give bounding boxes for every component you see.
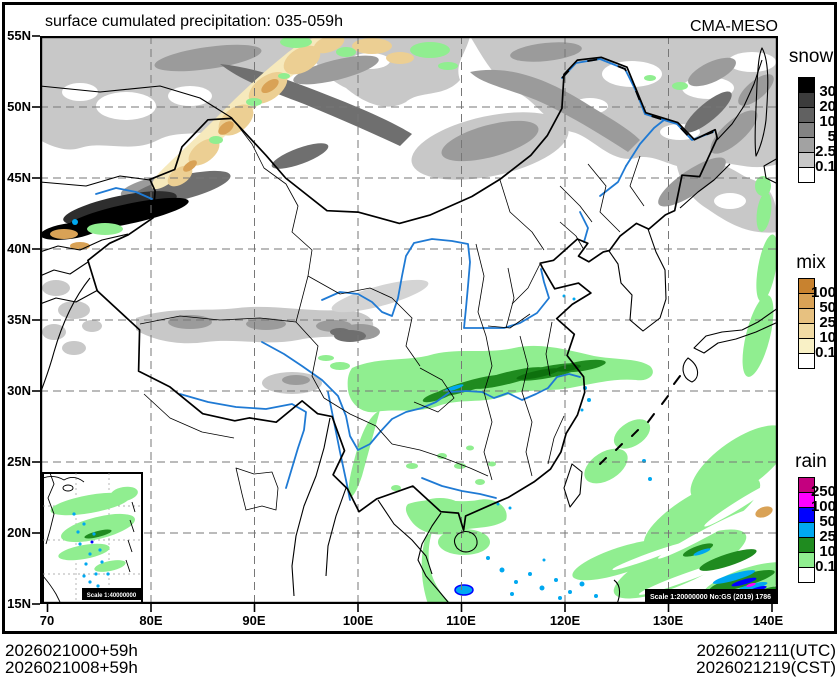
rivers [95, 58, 714, 501]
mix-areas [50, 36, 773, 518]
lat-label-50n: 50N [7, 99, 31, 114]
lat-label-45n: 45N [7, 170, 31, 185]
rain-swatch [799, 478, 814, 493]
rain-swatch [799, 523, 814, 538]
snow-legend-title: snow [788, 46, 834, 67]
lon-label-100e: 100E [342, 613, 374, 628]
lat-label-30n: 30N [7, 383, 31, 398]
mix-swatch [799, 309, 814, 324]
mix-legend-label: 25 [819, 314, 836, 331]
lon-label-70e: 70 [39, 613, 55, 628]
rain-swatch [799, 493, 814, 508]
coastlines [40, 47, 778, 604]
inset-map: Scale 1:40000000 [42, 472, 143, 604]
init-time-utc: 2026021000+59h [5, 641, 138, 660]
lat-label-25n: 25N [7, 454, 31, 469]
precipitation-map: Scale 1:40000000 Scale 1:20000000 No:GS … [40, 36, 778, 604]
lat-label-55n: 55N [7, 28, 31, 43]
mix-legend-label: 50 [819, 299, 836, 316]
snow-legend-label: 5 [827, 128, 836, 145]
scale-box: Scale 1:20000000 No:GS (2019) 1786 [645, 589, 776, 603]
snow-legend-label: 2.5 [815, 143, 836, 160]
rain-swatch [799, 568, 814, 582]
amur-border-dashes [561, 58, 714, 142]
snow-swatch [799, 138, 814, 153]
rain-swatch [799, 553, 814, 568]
province-borders [139, 117, 645, 511]
snow-legend-label: 30 [819, 83, 836, 100]
lon-label-140e: 140E [752, 613, 784, 628]
snow-legend-swatches [798, 77, 815, 183]
mix-swatch [799, 339, 814, 354]
mix-legend-title: mix [796, 252, 826, 273]
mix-legend-label: 10 [819, 329, 836, 346]
rain-legend-label: 250 [810, 483, 836, 500]
rain-swatch [799, 508, 814, 523]
mix-legend-label: 0.1 [815, 344, 836, 361]
mix-legend-label: 100 [810, 284, 836, 301]
lon-label-110e: 110E [446, 613, 476, 628]
mix-swatch [799, 354, 814, 368]
snow-swatch [799, 78, 814, 93]
mix-legend-swatches [798, 278, 815, 369]
map-frame [40, 36, 778, 604]
outer-frame [2, 2, 837, 634]
snow-legend-label: 10 [819, 113, 836, 130]
snow-swatch [799, 123, 814, 138]
lon-label-130e: 130E [652, 613, 684, 628]
snow-swatch [799, 93, 814, 108]
rain-legend-label: 50 [819, 513, 836, 530]
snow-swatch [799, 108, 814, 123]
lon-label-120e: 120E [549, 613, 581, 628]
snow-legend-label: 0.1 [815, 158, 836, 175]
init-time-cst: 2026021008+59h [5, 658, 138, 677]
rain-legend-label: 0.1 [815, 558, 836, 575]
plot-title: surface cumulated precipitation: 035-059… [45, 13, 343, 30]
lat-label-35n: 35N [7, 312, 31, 327]
lat-label-40n: 40N [7, 241, 31, 256]
mix-swatch [799, 279, 814, 294]
rain-legend-label: 10 [819, 543, 836, 560]
valid-time-cst: 2026021219(CST) [696, 658, 836, 677]
china-border [87, 56, 719, 532]
rain-legend-swatches [798, 477, 815, 583]
island-chain-dashes [599, 375, 681, 465]
lat-label-15n: 15N [7, 596, 31, 611]
rain-shower-dots [72, 219, 652, 600]
lat-label-20n: 20N [7, 525, 31, 540]
rain-legend-title: rain [795, 451, 827, 472]
model-name: CMA-MESO [690, 18, 778, 35]
rain-swatch [799, 538, 814, 553]
rain-legend-label: 100 [810, 498, 836, 515]
inset-scale-label: Scale 1:40000000 [87, 593, 137, 599]
mix-swatch [799, 324, 814, 339]
lon-label-90e: 90E [242, 613, 266, 628]
graticule [40, 36, 778, 604]
snow-swatch [799, 153, 814, 168]
valid-time-utc: 2026021211(UTC) [696, 641, 836, 660]
mix-swatch [799, 294, 814, 309]
scale-label: Scale 1:20000000 No:GS (2019) 1786 [650, 594, 771, 601]
rain-legend-label: 25 [819, 528, 836, 545]
snow-legend-label: 20 [819, 98, 836, 115]
lon-label-80e: 80E [139, 613, 163, 628]
snow-swatch [799, 168, 814, 182]
